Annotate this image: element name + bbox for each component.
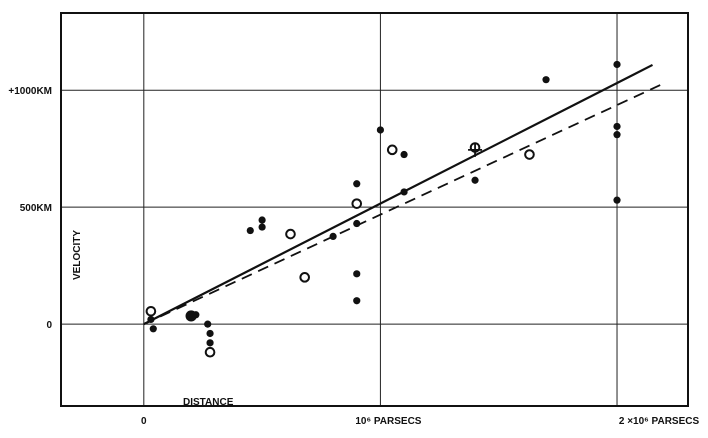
filled-point: [613, 122, 621, 131]
filled-point: [613, 60, 621, 69]
x-axis-label: DISTANCE: [183, 397, 234, 408]
filled-point: [613, 131, 621, 139]
tick-labels: 0 10⁶ PARSECS 2 ×10⁶ PARSECS 0 500KM +1000KM: [8, 86, 699, 427]
filled-point: [258, 216, 266, 224]
x-tick-label: 2 ×10⁶ PARSECS: [619, 416, 700, 427]
open-point: [145, 305, 157, 317]
open-point: [299, 272, 311, 283]
y-axis-label: VELOCITY: [72, 230, 83, 280]
y-tick-label: 500KM: [20, 203, 52, 214]
x-tick-label: 0: [141, 416, 147, 427]
filled-point: [613, 196, 621, 204]
filled-point: [353, 270, 361, 278]
data-points: [145, 60, 621, 358]
large-filled-point: [185, 310, 197, 322]
open-point: [386, 144, 398, 156]
filled-point: [246, 226, 254, 235]
y-tick-label: +1000KM: [8, 86, 52, 97]
filled-point: [206, 339, 214, 347]
solid-fit-line: [143, 63, 654, 326]
filled-point: [149, 325, 157, 333]
filled-point: [206, 329, 214, 338]
filled-point: [400, 150, 408, 159]
filled-point: [353, 180, 361, 188]
open-point: [351, 198, 363, 209]
y-tick-label: 0: [46, 320, 52, 331]
filled-point: [353, 219, 361, 228]
filled-point: [147, 315, 155, 324]
filled-point: [353, 297, 361, 305]
filled-point: [400, 188, 408, 196]
fit-lines: [143, 63, 665, 326]
cross-point: [468, 142, 483, 157]
filled-point: [471, 176, 479, 184]
filled-point: [204, 320, 212, 328]
x-tick-label: 10⁶ PARSECS: [355, 416, 421, 427]
open-point: [285, 228, 296, 240]
filled-point: [329, 232, 337, 241]
filled-point: [542, 76, 550, 84]
open-point: [204, 346, 216, 358]
filled-point: [258, 223, 266, 231]
dashed-fit-line: [143, 82, 665, 325]
open-point: [524, 149, 535, 160]
filled-point: [376, 126, 385, 134]
plot-frame: [60, 12, 689, 407]
